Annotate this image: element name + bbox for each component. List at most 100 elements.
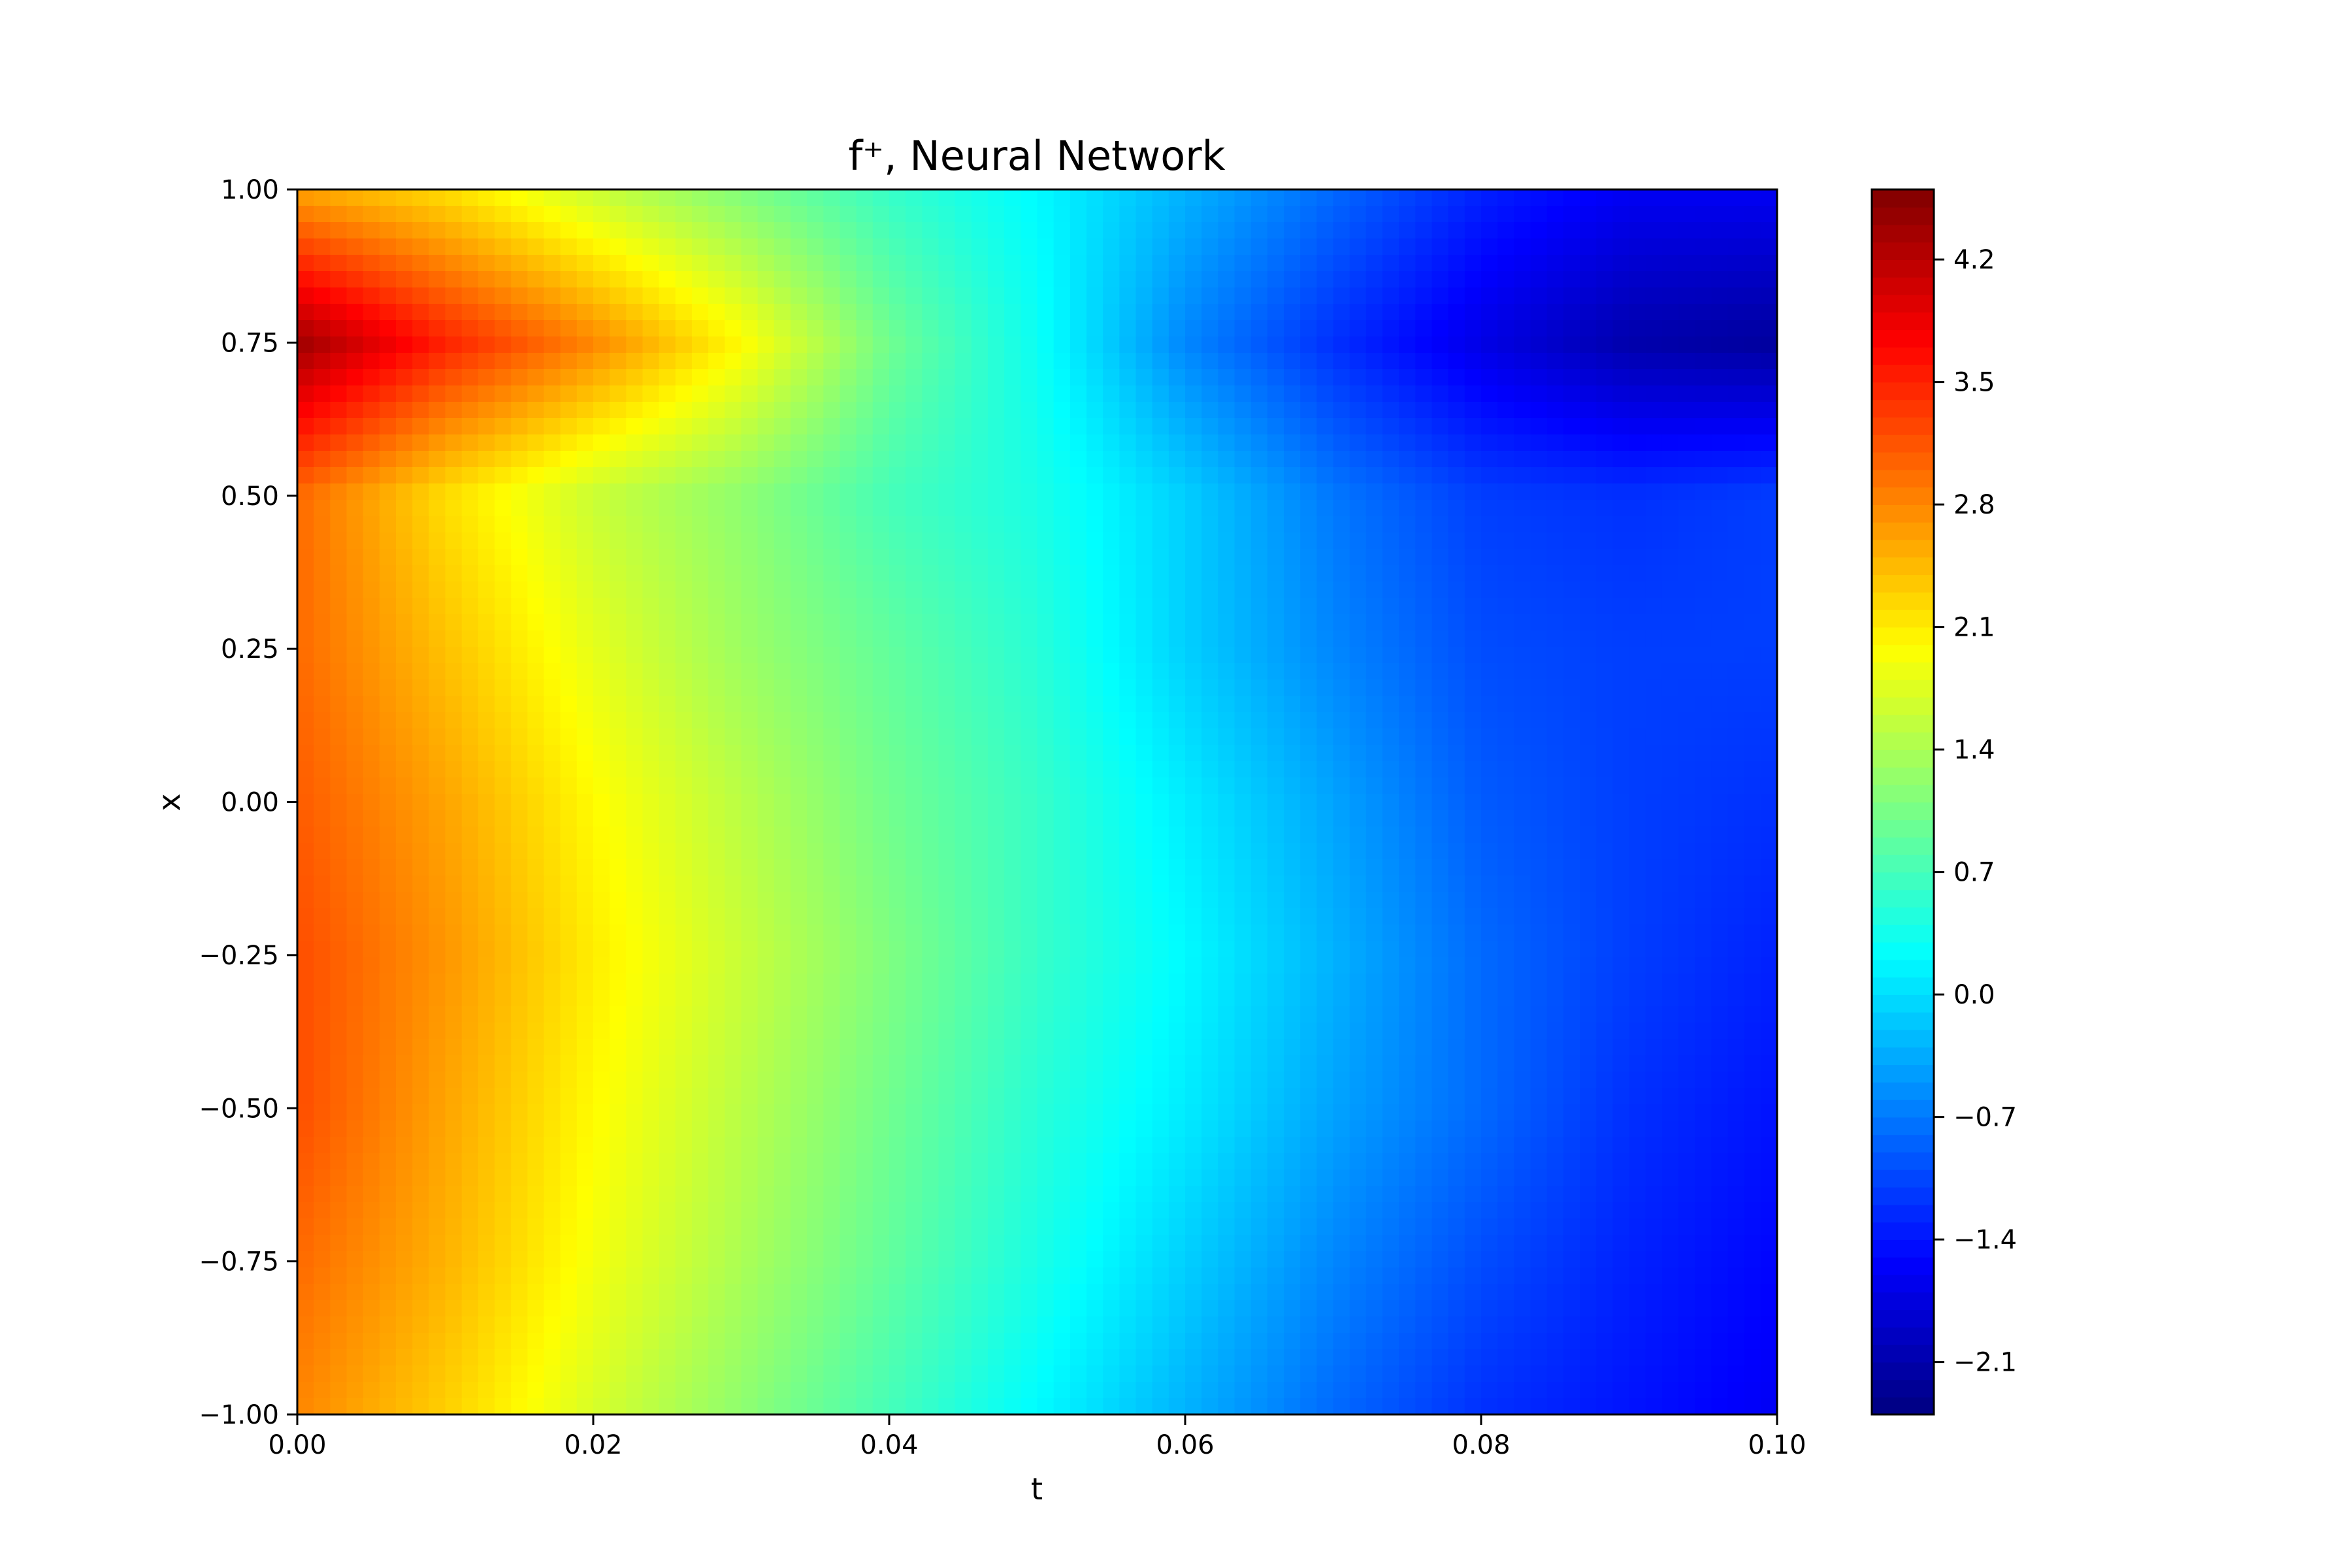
heatmap-cell <box>1168 516 1186 533</box>
heatmap-cell <box>560 206 578 223</box>
heatmap-cell <box>445 565 463 582</box>
heatmap-cell <box>610 647 627 664</box>
heatmap-cell <box>1431 630 1449 647</box>
heatmap-cell <box>1727 859 1745 876</box>
heatmap-cell <box>1464 483 1482 500</box>
heatmap-cell <box>1629 598 1646 615</box>
heatmap-cell <box>1464 336 1482 353</box>
heatmap-cell <box>478 826 495 843</box>
heatmap-cell <box>1678 222 1695 239</box>
heatmap-cell <box>1596 745 1614 762</box>
heatmap-cell <box>429 892 446 909</box>
heatmap-cell <box>412 581 430 598</box>
heatmap-cell <box>659 924 676 941</box>
heatmap-cell <box>363 973 380 990</box>
heatmap-cell <box>1086 189 1103 206</box>
heatmap-cell <box>379 418 397 435</box>
heatmap-cell <box>363 271 380 288</box>
heatmap-cell <box>1464 843 1482 860</box>
heatmap-cell <box>971 663 988 680</box>
heatmap-cell <box>544 353 561 370</box>
heatmap-cell <box>1267 1071 1284 1088</box>
heatmap-cell <box>346 826 364 843</box>
heatmap-cell <box>988 402 1005 419</box>
heatmap-cell <box>1103 794 1120 811</box>
heatmap-cell <box>1349 238 1367 255</box>
heatmap-cell <box>1300 385 1318 402</box>
heatmap-cell <box>1086 1006 1103 1023</box>
heatmap-cell <box>807 1022 825 1039</box>
heatmap-cell <box>938 875 956 892</box>
heatmap-cell <box>1711 761 1729 778</box>
heatmap-cell <box>741 1088 759 1105</box>
heatmap-cell <box>1300 990 1318 1007</box>
heatmap-cell <box>1004 794 1022 811</box>
heatmap-cell <box>1218 761 1235 778</box>
heatmap-cell <box>1678 696 1695 713</box>
heatmap-cell <box>1365 614 1383 631</box>
heatmap-cell <box>1250 434 1268 451</box>
heatmap-cell <box>1152 777 1169 794</box>
heatmap-cell <box>1497 483 1515 500</box>
heatmap-cell <box>1546 777 1564 794</box>
heatmap-cell <box>1152 418 1169 435</box>
heatmap-cell <box>1464 385 1482 402</box>
heatmap-cell <box>1448 859 1465 876</box>
heatmap-cell <box>1497 238 1515 255</box>
heatmap-cell <box>725 369 742 386</box>
heatmap-cell <box>363 712 380 729</box>
heatmap-cell <box>774 320 791 337</box>
heatmap-cell <box>1661 500 1679 517</box>
heatmap-cell <box>1053 549 1071 566</box>
heatmap-cell <box>1415 565 1433 582</box>
heatmap-cell <box>1415 679 1433 696</box>
heatmap-cell <box>1546 287 1564 304</box>
heatmap-cell <box>1119 647 1137 664</box>
heatmap-cell <box>330 875 348 892</box>
heatmap-cell <box>1530 418 1548 435</box>
heatmap-cell <box>1021 777 1038 794</box>
heatmap-cell <box>1119 222 1137 239</box>
heatmap-cell <box>1629 728 1646 745</box>
heatmap-cell <box>1070 598 1087 615</box>
heatmap-cell <box>1004 941 1022 958</box>
heatmap-cell <box>478 892 495 909</box>
heatmap-cell <box>527 1022 545 1039</box>
heatmap-cell <box>922 614 939 631</box>
heatmap-cell <box>379 777 397 794</box>
heatmap-cell <box>1070 565 1087 582</box>
heatmap-cell <box>1382 859 1399 876</box>
heatmap-cell <box>725 320 742 337</box>
heatmap-cell <box>1760 924 1777 941</box>
heatmap-cell <box>1596 663 1614 680</box>
heatmap-cell <box>774 189 791 206</box>
heatmap-cell <box>379 206 397 223</box>
heatmap-cell <box>1399 630 1416 647</box>
heatmap-cell <box>1629 679 1646 696</box>
heatmap-cell <box>1168 532 1186 549</box>
heatmap-cell <box>346 304 364 321</box>
heatmap-cell <box>889 728 906 745</box>
heatmap-cell <box>708 1022 726 1039</box>
heatmap-cell <box>1053 304 1071 321</box>
heatmap-cell <box>692 957 709 974</box>
heatmap-cell <box>823 565 841 582</box>
heatmap-cell <box>1168 565 1186 582</box>
heatmap-cell <box>1497 565 1515 582</box>
heatmap-cell <box>840 614 857 631</box>
heatmap-cell <box>1580 255 1597 272</box>
heatmap-cell <box>1349 287 1367 304</box>
heatmap-cell <box>807 941 825 958</box>
heatmap-cell <box>1661 598 1679 615</box>
heatmap-cell <box>889 892 906 909</box>
heatmap-cell <box>840 679 857 696</box>
heatmap-cell <box>1070 843 1087 860</box>
heatmap-cell <box>872 1039 890 1056</box>
heatmap-cell <box>1316 598 1334 615</box>
heatmap-cell <box>725 402 742 419</box>
heatmap-cell <box>1727 255 1745 272</box>
heatmap-cell <box>1316 1006 1334 1023</box>
heatmap-cell <box>1431 826 1449 843</box>
heatmap-cell <box>807 222 825 239</box>
heatmap-cell <box>1497 777 1515 794</box>
